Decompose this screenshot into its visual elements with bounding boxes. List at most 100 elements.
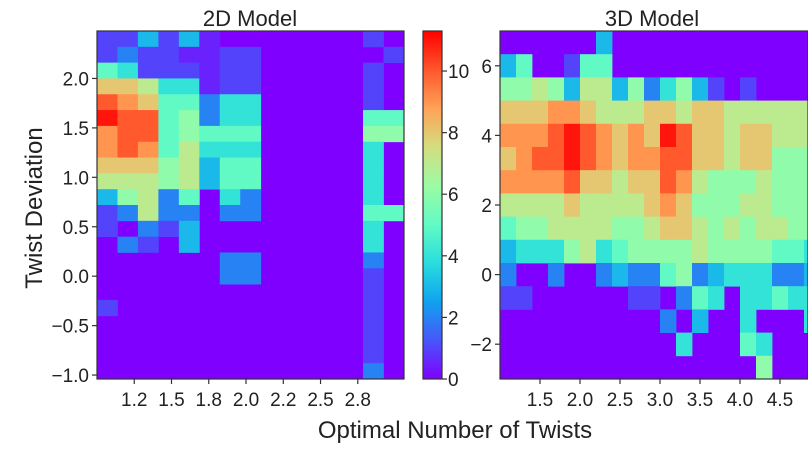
heatmap-cell (740, 332, 757, 357)
heatmap-cell (692, 309, 709, 333)
heatmap-cell (240, 46, 262, 64)
heatmap-cell (158, 31, 180, 48)
y-tick-label: 4 (481, 126, 492, 147)
heatmap-cell (580, 170, 597, 194)
heatmap-cell (516, 54, 533, 78)
heatmap-cell (158, 125, 180, 143)
heatmap-cell (137, 31, 159, 48)
heatmap-cell (548, 193, 565, 217)
heatmap-cell (97, 299, 118, 317)
heatmap-cell (788, 100, 805, 125)
heatmap-cell (117, 189, 139, 206)
heatmap-cell (628, 262, 645, 287)
heatmap-cell (644, 170, 661, 194)
heatmap-cell (178, 46, 200, 64)
y-tick-label: −1.0 (51, 366, 89, 387)
heatmap-cell (644, 193, 661, 217)
heatmap-cell (676, 239, 693, 264)
heatmap-cell (97, 78, 118, 95)
heatmap-cell (178, 78, 200, 95)
heatmap-cell (564, 170, 581, 194)
heatmap-cell (97, 189, 118, 206)
heatmap-cell (692, 170, 709, 194)
x-tick-label: 1.5 (527, 390, 553, 411)
heatmap-cell (596, 146, 613, 171)
heatmap-cell (756, 262, 773, 287)
heatmap-cell (363, 141, 384, 158)
heatmap-cell (548, 100, 565, 125)
heatmap-cell (363, 347, 384, 364)
heatmap-cell (240, 189, 262, 206)
heatmap-cell (708, 146, 725, 171)
x-tick-label: 2.2 (270, 390, 296, 411)
y-tick-label: −0.5 (51, 317, 89, 338)
heatmap-cell (612, 193, 629, 217)
heatmap-cell (756, 286, 773, 310)
heatmap-cell (628, 239, 645, 264)
heatmap-cell (199, 157, 221, 174)
heatmap-cell (516, 100, 533, 125)
heatmap-cell (178, 94, 200, 111)
heatmap-cell (788, 262, 805, 287)
heatmap-cell (97, 94, 118, 111)
heatmap-cell (628, 146, 645, 171)
heatmap-cell (178, 31, 200, 48)
heatmap-cell (788, 123, 805, 148)
heatmap-cell (117, 31, 139, 48)
heatmap-cell (612, 77, 629, 101)
heatmap-cell (137, 189, 159, 206)
heatmap-cell (240, 125, 262, 143)
heatmap-cell (660, 216, 677, 241)
heatmap-cell (363, 78, 384, 95)
heatmap-cell (178, 189, 200, 206)
heatmap-cell (804, 123, 808, 148)
heatmap-cell (219, 252, 241, 269)
heatmap-cell (788, 146, 805, 171)
heatmap-cell (363, 125, 384, 143)
heatmap-cell (199, 110, 221, 127)
heatmap-cell (580, 216, 597, 241)
heatmap-cell (788, 286, 805, 310)
heatmap-cell (500, 216, 517, 241)
heatmap-cell (628, 170, 645, 194)
heatmap-cell (548, 77, 565, 101)
heatmap-cell (219, 94, 241, 111)
heatmap-cell (708, 239, 725, 264)
heatmap-cell (564, 216, 581, 241)
heatmap-cell (644, 216, 661, 241)
heatmap-cell (199, 62, 221, 79)
heatmap-cell (500, 262, 517, 287)
heatmap-cell (756, 216, 773, 241)
heatmap-cell (240, 62, 262, 79)
heatmap-cell (756, 170, 773, 194)
heatmap-cell (580, 193, 597, 217)
heatmap-cell (178, 173, 200, 190)
heatmap-cell (596, 262, 613, 287)
heatmap-cell (137, 157, 159, 174)
heatmap-cell (219, 78, 241, 95)
heatmap-cell (240, 94, 262, 111)
colorbar-tick-label: 10 (448, 62, 469, 83)
heatmap-cell (158, 189, 180, 206)
heatmap-cell (137, 236, 159, 253)
y-tick-label: 6 (481, 57, 492, 78)
heatmap-cell (628, 123, 645, 148)
heatmap-cell (137, 125, 159, 143)
heatmap-cell (676, 286, 693, 310)
heatmap-cell (612, 216, 629, 241)
heatmap-cell (596, 170, 613, 194)
heatmap-cell (199, 94, 221, 111)
heatmap-cell (97, 220, 118, 238)
heatmap-cell (804, 193, 808, 217)
heatmap-cell (756, 239, 773, 264)
y-tick-label: 0.5 (63, 218, 89, 239)
heatmap-cell (756, 193, 773, 217)
heatmap-cell (363, 205, 384, 222)
heatmap-cell (788, 216, 805, 241)
axes-frame-2d (96, 30, 405, 380)
heatmap-cell (363, 331, 384, 348)
heatmap-cell (628, 100, 645, 125)
heatmap-cell (117, 236, 139, 253)
heatmap-cell (117, 125, 139, 143)
